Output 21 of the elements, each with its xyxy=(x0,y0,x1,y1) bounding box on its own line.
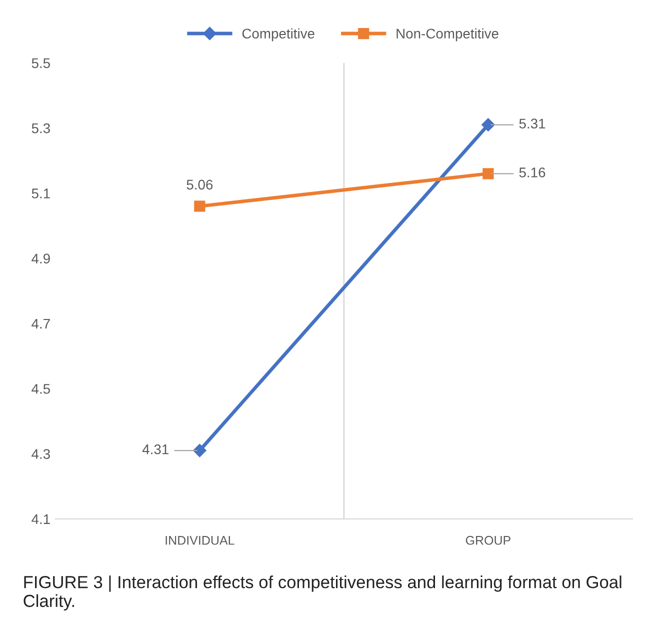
y-tick-label: 4.9 xyxy=(32,254,50,264)
data-label: 5.06 xyxy=(186,180,213,190)
data-label: 5.16 xyxy=(519,168,546,178)
point xyxy=(482,118,495,132)
x-tick-label: GROUP xyxy=(466,536,510,545)
y-tick-label: 5.5 xyxy=(32,58,50,68)
y-tick-label: 4.3 xyxy=(32,449,50,459)
y-tick-label: 4.5 xyxy=(32,384,50,394)
point xyxy=(194,200,206,212)
y-tick-label: 4.7 xyxy=(32,318,50,329)
point xyxy=(482,168,494,180)
legend-label: Competitive xyxy=(242,28,314,42)
legend-label: Non-Competitive xyxy=(396,28,498,42)
x-tick-label: INDIVIDUAL xyxy=(166,536,234,545)
data-label: 4.31 xyxy=(142,444,168,454)
y-tick-label: 5.3 xyxy=(32,123,50,134)
y-tick-label: 4.1 xyxy=(32,514,50,524)
data-label: 5.31 xyxy=(519,118,546,129)
point xyxy=(193,444,206,458)
caption: FIGURE 3 | Interaction effects of competitiveness and learning format on Goal Clarity. xyxy=(24,576,622,610)
y-tick-label: 5.1 xyxy=(32,188,50,198)
